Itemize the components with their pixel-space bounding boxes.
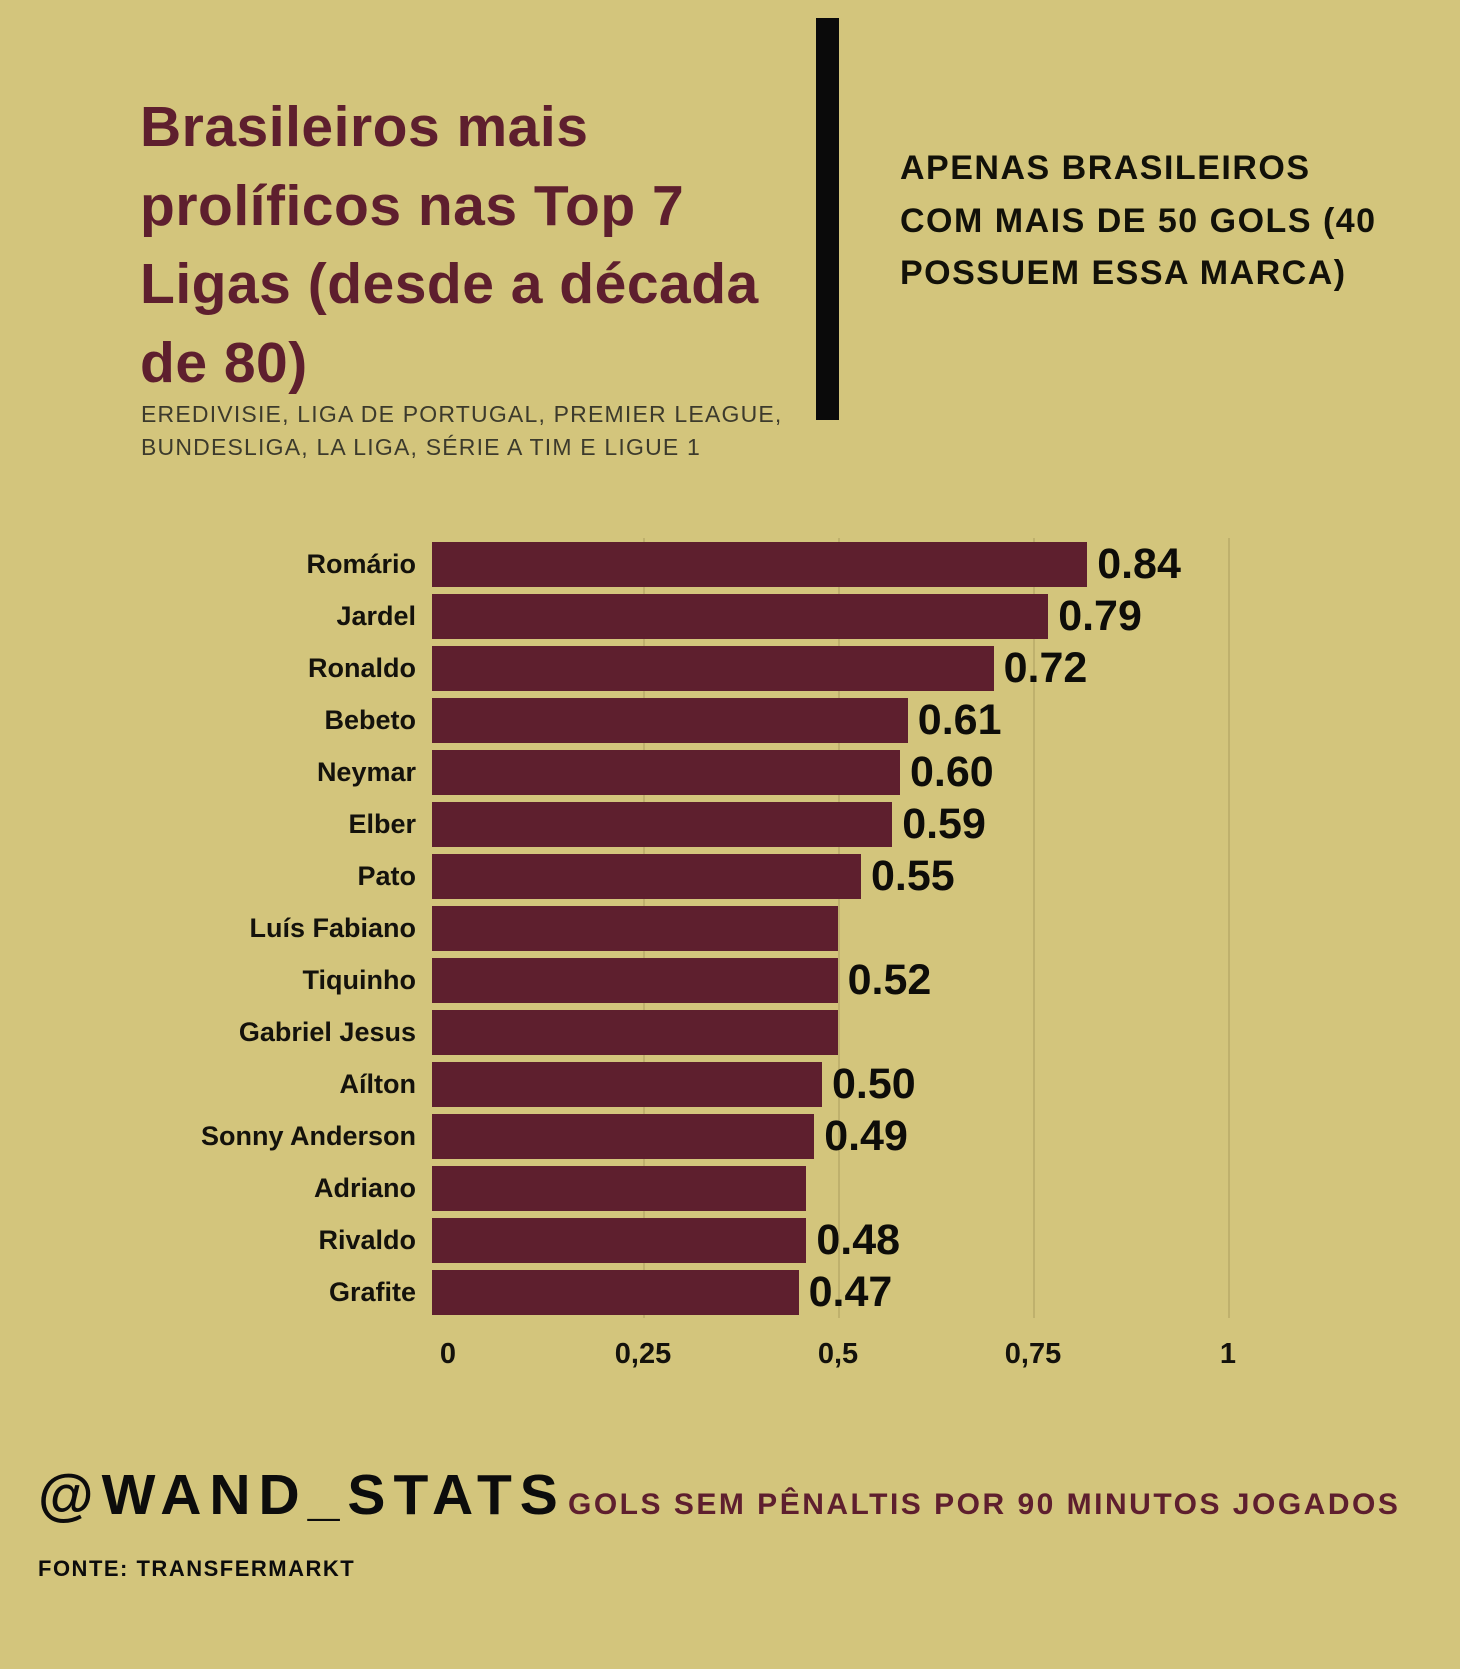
- player-label: Sonny Anderson: [200, 1120, 416, 1151]
- bar-row: Tiquinho 0.52: [142, 954, 1322, 1006]
- bar-row: Jardel 0.79: [142, 590, 1322, 642]
- bar-row: Aílton 0.50: [142, 1058, 1322, 1110]
- bar-row: Gabriel Jesus: [142, 1006, 1322, 1058]
- bar-row: Luís Fabiano: [142, 902, 1322, 954]
- bar-value-label: 0.59: [902, 799, 986, 848]
- bar-track: [432, 1165, 1212, 1211]
- bar: [432, 1113, 815, 1159]
- leagues-subtitle: EREDIVISIE, LIGA DE PORTUGAL, PREMIER LE…: [141, 401, 783, 460]
- bar-track: 0.79: [432, 591, 1212, 640]
- bar-value-label: 0.55: [871, 851, 955, 900]
- x-axis-tick-label: 0,25: [614, 1338, 672, 1370]
- player-label: Neymar: [316, 756, 416, 787]
- bar-value-label: 0.48: [816, 1215, 901, 1264]
- bar-row: Bebeto 0.61: [142, 694, 1322, 746]
- player-label: Aílton: [339, 1068, 416, 1099]
- data-source: FONTE: TRANSFERMARKT: [38, 1556, 356, 1581]
- bar-track: 0.52: [432, 955, 1212, 1004]
- bar: [432, 541, 1088, 587]
- bar-track: 0.49: [432, 1111, 1212, 1160]
- player-label: Rivaldo: [318, 1224, 416, 1255]
- x-axis-tick-label: 0: [439, 1338, 457, 1370]
- bar-track: 0.60: [432, 747, 1212, 796]
- bar-value-label: 0.72: [1003, 643, 1088, 692]
- player-label: Luís Fabiano: [249, 912, 416, 943]
- bar-value-label: 0.52: [847, 955, 932, 1004]
- bar: [432, 957, 838, 1003]
- player-label: Gabriel Jesus: [238, 1016, 416, 1047]
- bar-track: 0.72: [432, 643, 1212, 692]
- player-label: Tiquinho: [302, 964, 416, 995]
- player-label: Adriano: [313, 1172, 416, 1203]
- player-label: Grafite: [328, 1276, 416, 1307]
- criteria-note: APENAS BRASILEIROS COM MAIS DE 50 GOLS (…: [900, 149, 1377, 293]
- bar-row: Neymar 0.60: [142, 746, 1322, 798]
- bar-row: Grafite 0.47: [142, 1266, 1322, 1318]
- page-title: Brasileiros mais prolíficos nas Top 7 Li…: [140, 95, 759, 395]
- bar: [432, 801, 893, 847]
- bar-track: 0.84: [432, 539, 1212, 588]
- bar: [432, 1165, 807, 1211]
- player-label: Romário: [306, 548, 416, 579]
- bar-track: 0.61: [432, 695, 1212, 744]
- bar: [432, 697, 908, 743]
- bar-track: 0.55: [432, 851, 1212, 900]
- bar-row: Elber 0.59: [142, 798, 1322, 850]
- x-axis: 0 0,25 0,5 0,75 1: [440, 1332, 1236, 1376]
- x-axis-tick-label: 1: [1219, 1338, 1237, 1370]
- bar-row: Rivaldo 0.48: [142, 1214, 1322, 1266]
- bar-row: Pato 0.55: [142, 850, 1322, 902]
- bar-chart: Romário 0.84 Jardel 0.79 Ronaldo 0.72 Bebeto 0.…: [142, 538, 1322, 1376]
- bar-value-label: 0.50: [832, 1059, 916, 1108]
- bar-value-label: 0.49: [824, 1111, 908, 1160]
- bar-value-label: 0.79: [1058, 591, 1142, 640]
- bar-row: Romário 0.84: [142, 538, 1322, 590]
- bar: [432, 905, 838, 951]
- bar: [432, 853, 861, 899]
- bar-row: Sonny Anderson 0.49: [142, 1110, 1322, 1162]
- bar-row: Adriano: [142, 1162, 1322, 1214]
- bar: [432, 1009, 838, 1055]
- vertical-divider-bar: [816, 18, 839, 420]
- bar: [432, 1269, 799, 1315]
- x-axis-tick-label: 0,5: [817, 1338, 859, 1370]
- bar-value-label: 0.84: [1097, 539, 1181, 588]
- bar-track: [432, 905, 1212, 951]
- bar-value-label: 0.47: [808, 1267, 893, 1316]
- author-handle: @WAND_STATS: [38, 1463, 566, 1527]
- bar-track: 0.59: [432, 799, 1212, 848]
- bar: [432, 645, 994, 691]
- bar-value-label: 0.60: [910, 747, 994, 796]
- bar-track: 0.48: [432, 1215, 1212, 1264]
- bar: [432, 1217, 807, 1263]
- player-label: Jardel: [336, 600, 416, 631]
- player-label: Bebeto: [324, 704, 416, 735]
- player-label: Elber: [348, 808, 416, 839]
- bar-track: 0.50: [432, 1059, 1212, 1108]
- bar: [432, 749, 900, 795]
- bar: [432, 593, 1049, 639]
- player-label: Pato: [357, 860, 416, 891]
- bar: [432, 1061, 822, 1107]
- bar-row: Ronaldo 0.72: [142, 642, 1322, 694]
- bar-value-label: 0.61: [917, 695, 1002, 744]
- bar-track: 0.47: [432, 1267, 1212, 1316]
- bar-track: [432, 1009, 1212, 1055]
- player-label: Ronaldo: [308, 652, 416, 683]
- chart-rows: Romário 0.84 Jardel 0.79 Ronaldo 0.72 Bebeto 0.…: [142, 538, 1322, 1318]
- chart-metric-caption: GOLS SEM PÊNALTIS POR 90 MINUTOS JOGADOS: [568, 1488, 1401, 1521]
- x-axis-tick-label: 0,75: [1004, 1338, 1062, 1370]
